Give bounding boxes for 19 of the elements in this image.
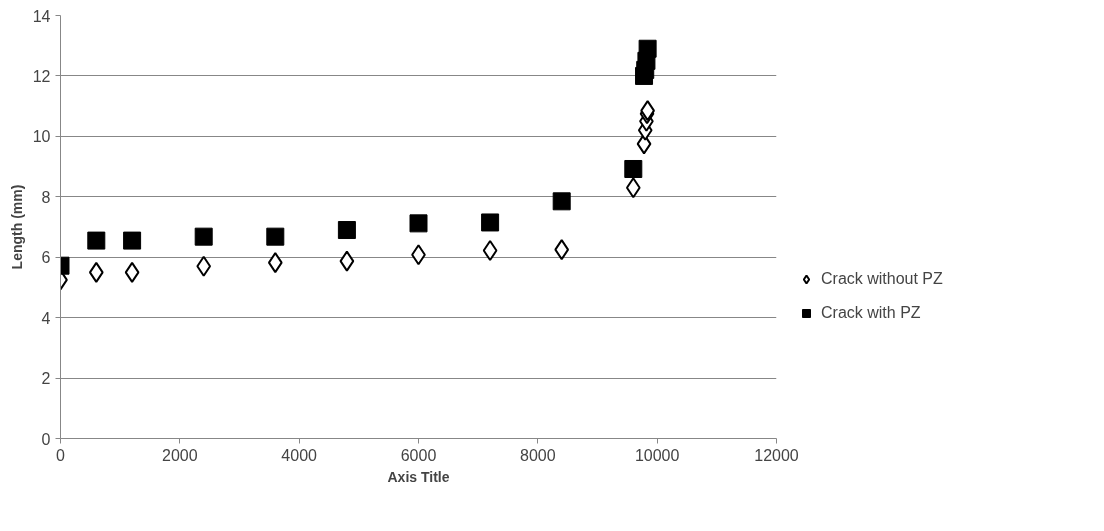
y-tick-label: 2: [41, 370, 51, 388]
y-tick-label: 14: [32, 7, 51, 25]
y-tick-label: 4: [41, 309, 51, 327]
x-tick-label: 2000: [162, 446, 198, 464]
x-axis-title: Axis Title: [387, 468, 450, 485]
x-tick-label: 12000: [754, 446, 799, 464]
y-tick-label: 8: [41, 188, 51, 206]
legend-label: Crack without PZ: [821, 270, 943, 288]
y-tick-label: 0: [41, 430, 51, 448]
y-axis-title: Length (mm): [8, 184, 25, 270]
y-tick-label: 10: [32, 128, 51, 146]
x-tick-label: 0: [56, 446, 66, 464]
x-tick-label: 8000: [520, 446, 556, 464]
x-tick-label: 10000: [634, 446, 680, 464]
legend-label: Crack with PZ: [821, 304, 921, 322]
x-tick-label: 4000: [281, 446, 318, 464]
x-tick-label: 6000: [400, 446, 437, 464]
y-tick-label: 6: [41, 249, 51, 267]
y-tick-label: 12: [32, 67, 51, 85]
